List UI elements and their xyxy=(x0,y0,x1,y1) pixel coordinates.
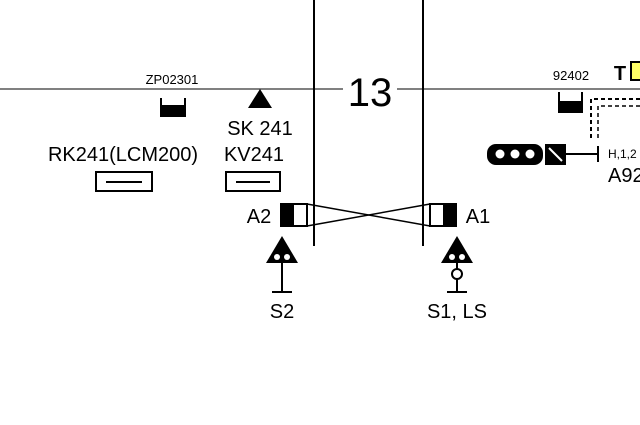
zp-left-symbol xyxy=(160,98,186,117)
dashed-boundary-inner xyxy=(597,105,640,140)
kv-balise-box xyxy=(225,171,281,192)
s2-label: S2 xyxy=(270,301,294,323)
a1-label: A1 xyxy=(466,206,490,228)
sk-triangle-icon xyxy=(248,89,272,108)
a9-partial-label: A92 xyxy=(608,165,640,187)
crossover-a2-block xyxy=(280,203,308,227)
t-marker-label: T xyxy=(614,63,626,85)
s2-signal-icon xyxy=(266,236,298,293)
s1-signal-icon xyxy=(441,236,473,293)
s1-label: S1, LS xyxy=(427,301,487,323)
crossover-a1-block xyxy=(429,203,457,227)
kv-label: KV241 xyxy=(224,144,284,166)
zp-left-label: ZP02301 xyxy=(146,72,199,87)
track-number-bg xyxy=(343,66,397,112)
rk-balise-box xyxy=(95,171,153,192)
h-code-label: H,1,2 xyxy=(608,147,637,161)
dashed-boundary xyxy=(590,98,640,140)
sk-label: SK 241 xyxy=(227,118,293,140)
zp-right-symbol xyxy=(558,92,583,113)
yellow-box xyxy=(630,61,640,81)
track-number: 13 xyxy=(348,71,393,115)
rk-label: RK241(LCM200) xyxy=(48,144,198,166)
a2-label: A2 xyxy=(247,206,271,228)
signal-lamps-icon xyxy=(487,144,599,165)
zp-right-label: 92402 xyxy=(553,68,589,83)
crossover-line-2 xyxy=(306,203,431,227)
